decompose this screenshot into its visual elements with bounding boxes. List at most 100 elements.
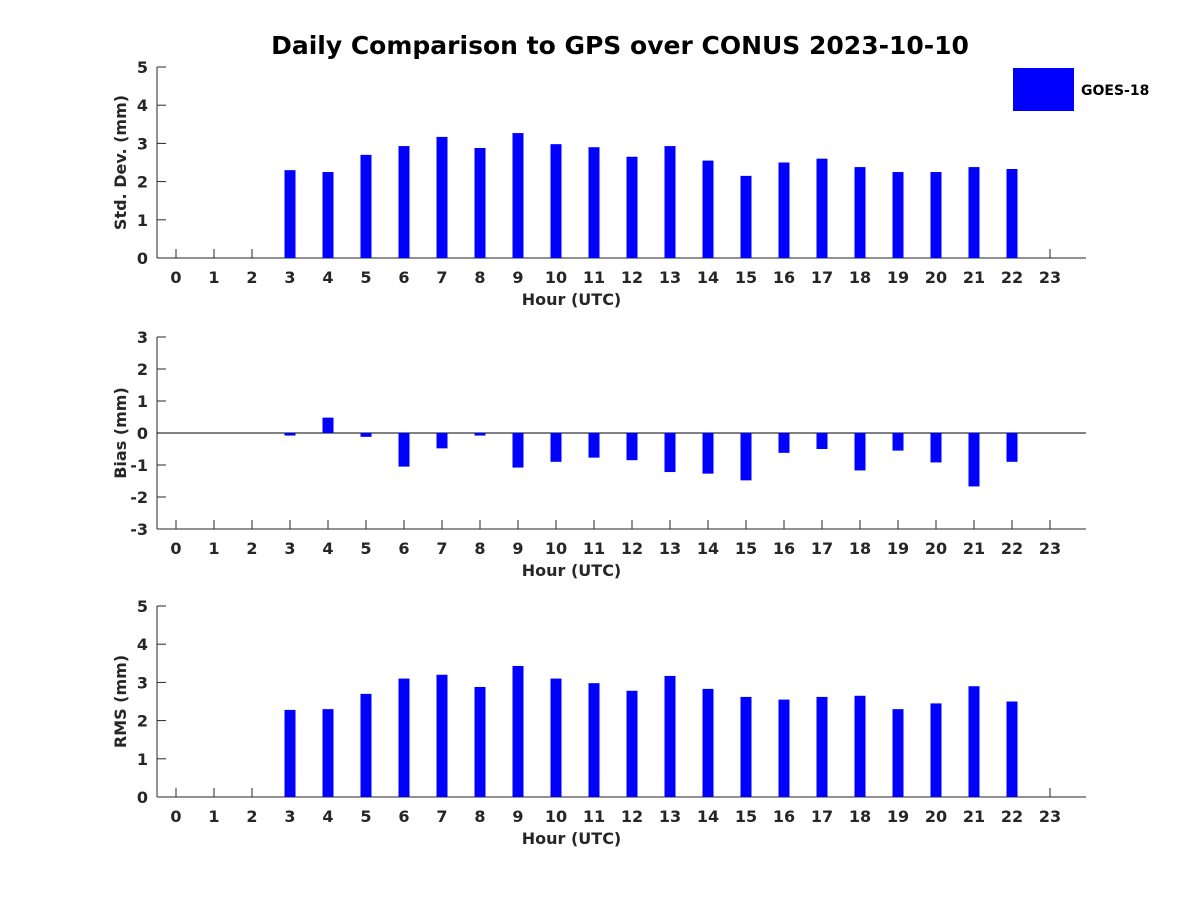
y-tick-label: 3 <box>137 328 148 347</box>
x-tick-label: 6 <box>398 807 409 826</box>
y-tick-label: 1 <box>137 211 148 230</box>
bar-hour-5 <box>360 154 372 258</box>
bar-hour-4 <box>322 172 334 258</box>
x-tick-label: 5 <box>360 268 371 287</box>
bar-hour-3 <box>284 170 296 258</box>
bar-hour-10 <box>550 433 562 462</box>
bar-hour-9 <box>512 433 524 468</box>
bar-hour-8 <box>474 147 486 258</box>
x-tick-label: 12 <box>621 539 643 558</box>
bar-hour-8 <box>474 433 486 436</box>
bar-hour-9 <box>512 665 524 797</box>
bar-hour-10 <box>550 678 562 797</box>
bar-hour-20 <box>930 172 942 258</box>
bar-hour-20 <box>930 703 942 797</box>
x-tick-label: 21 <box>963 268 985 287</box>
bar-hour-3 <box>284 709 296 797</box>
x-tick-label: 17 <box>811 807 833 826</box>
x-tick-label: 9 <box>512 539 523 558</box>
bar-hour-11 <box>588 433 600 458</box>
x-tick-label: 1 <box>208 268 219 287</box>
x-tick-label: 10 <box>545 807 567 826</box>
x-tick-label: 15 <box>735 539 757 558</box>
x-tick-label: 13 <box>659 539 681 558</box>
y-tick-label: 2 <box>137 712 148 731</box>
x-tick-label: 19 <box>887 807 909 826</box>
y-tick-label: -2 <box>130 488 148 507</box>
bar-hour-22 <box>1006 433 1018 462</box>
x-tick-label: 0 <box>170 268 181 287</box>
y-tick-label: 0 <box>137 788 148 807</box>
x-tick-label: 15 <box>735 268 757 287</box>
x-tick-label: 5 <box>360 539 371 558</box>
bar-hour-4 <box>322 709 334 797</box>
legend: GOES-18 <box>1013 68 1149 111</box>
bar-hour-6 <box>398 146 410 258</box>
x-tick-label: 9 <box>512 807 523 826</box>
bar-hour-15 <box>740 433 752 481</box>
bar-hour-17 <box>816 433 828 449</box>
bar-hour-18 <box>854 695 866 797</box>
bar-hour-7 <box>436 674 448 797</box>
x-tick-label: 11 <box>583 268 605 287</box>
legend-label: GOES-18 <box>1081 83 1149 99</box>
x-tick-label: 22 <box>1001 268 1023 287</box>
x-tick-label: 16 <box>773 268 795 287</box>
x-tick-label: 20 <box>925 539 947 558</box>
legend-swatch <box>1013 68 1074 111</box>
y-axis-label: RMS (mm) <box>111 655 130 748</box>
y-tick-label: 5 <box>137 597 148 616</box>
x-tick-label: 9 <box>512 268 523 287</box>
bar-hour-14 <box>702 688 714 797</box>
x-tick-label: 16 <box>773 539 795 558</box>
bar-hour-22 <box>1006 168 1018 258</box>
x-tick-label: 14 <box>697 539 719 558</box>
bar-hour-16 <box>778 162 790 258</box>
chart-title: Daily Comparison to GPS over CONUS 2023-… <box>271 31 969 60</box>
y-axis-label: Bias (mm) <box>111 387 130 479</box>
bar-hour-19 <box>892 709 904 797</box>
x-axis-label: Hour (UTC) <box>522 561 622 580</box>
x-tick-label: 6 <box>398 268 409 287</box>
bar-hour-12 <box>626 433 638 461</box>
x-tick-label: 15 <box>735 807 757 826</box>
bar-hour-22 <box>1006 701 1018 797</box>
x-tick-label: 1 <box>208 807 219 826</box>
x-tick-label: 1 <box>208 539 219 558</box>
x-tick-label: 22 <box>1001 539 1023 558</box>
bar-hour-17 <box>816 158 828 258</box>
x-tick-label: 7 <box>436 539 447 558</box>
bar-hour-6 <box>398 678 410 797</box>
bar-hour-7 <box>436 136 448 258</box>
y-tick-label: 2 <box>137 360 148 379</box>
x-tick-label: 19 <box>887 268 909 287</box>
bar-hour-6 <box>398 433 410 467</box>
y-tick-label: 4 <box>137 96 148 115</box>
x-tick-label: 20 <box>925 807 947 826</box>
x-tick-label: 18 <box>849 807 871 826</box>
bar-hour-5 <box>360 433 372 437</box>
bar-hour-20 <box>930 433 942 463</box>
x-tick-label: 0 <box>170 807 181 826</box>
x-tick-label: 13 <box>659 268 681 287</box>
x-tick-label: 17 <box>811 539 833 558</box>
bar-hour-14 <box>702 433 714 474</box>
x-tick-label: 2 <box>246 807 257 826</box>
y-tick-label: 2 <box>137 173 148 192</box>
bar-hour-11 <box>588 683 600 797</box>
bar-hour-18 <box>854 433 866 471</box>
x-tick-label: 10 <box>545 539 567 558</box>
bar-hour-17 <box>816 696 828 797</box>
x-tick-label: 3 <box>284 539 295 558</box>
x-tick-label: 22 <box>1001 807 1023 826</box>
bar-hour-15 <box>740 175 752 258</box>
x-axis-label: Hour (UTC) <box>522 290 622 309</box>
bar-hour-14 <box>702 160 714 258</box>
bar-hour-16 <box>778 433 790 453</box>
x-tick-label: 4 <box>322 539 333 558</box>
bar-hour-7 <box>436 433 448 449</box>
